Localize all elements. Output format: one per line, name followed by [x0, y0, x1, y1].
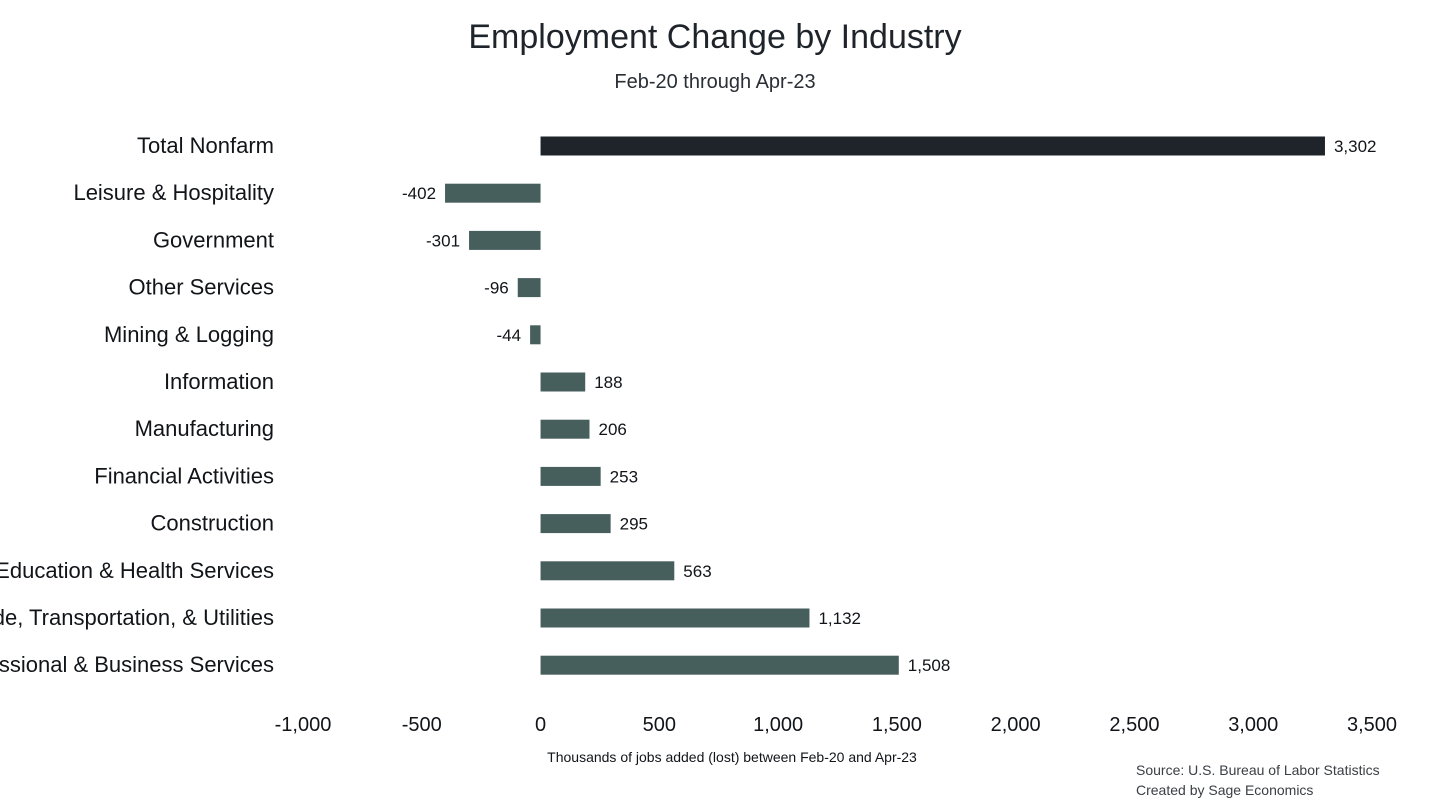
bar-other-services	[517, 278, 541, 298]
category-label-leisure-and-hospitality: Leisure & Hospitality	[73, 180, 274, 205]
x-axis-title: Thousands of jobs added (lost) between F…	[547, 749, 917, 765]
value-label-education-and-health-services: 563	[683, 562, 711, 581]
x-tick-label: 2,000	[991, 714, 1041, 736]
category-label-mining-and-logging: Mining & Logging	[104, 322, 274, 347]
bar-education-and-health-services	[540, 561, 675, 581]
x-tick-label: 1,000	[753, 714, 803, 736]
category-label-total-nonfarm: Total Nonfarm	[137, 133, 274, 158]
category-label-professional-and-business-services: Professional & Business Services	[0, 652, 274, 677]
value-label-government: -301	[426, 231, 460, 250]
category-label-information: Information	[164, 369, 274, 394]
source-credit: Source: U.S. Bureau of Labor Statistics	[1136, 762, 1380, 778]
bar-trade-transportation-and-utilities	[540, 608, 810, 628]
bar-total-nonfarm	[540, 136, 1325, 156]
category-label-manufacturing: Manufacturing	[135, 416, 274, 441]
value-label-manufacturing: 206	[598, 420, 626, 439]
x-tick-label: 500	[643, 714, 676, 736]
bars	[445, 136, 1325, 675]
value-label-other-services: -96	[484, 279, 509, 298]
bar-construction	[540, 514, 611, 534]
x-tick-label: 3,500	[1347, 714, 1397, 736]
value-label-total-nonfarm: 3,302	[1334, 137, 1377, 156]
creator-credit: Created by Sage Economics	[1136, 782, 1313, 798]
category-label-education-and-health-services: Education & Health Services	[0, 558, 274, 583]
value-label-financial-activities: 253	[610, 467, 638, 486]
value-label-construction: 295	[620, 515, 648, 534]
bar-manufacturing	[540, 419, 590, 439]
chart-subtitle: Feb-20 through Apr-23	[614, 71, 815, 93]
x-axis-ticks: -1,000 -500 0 500 1,000 1,500 2,000 2,500 3,000 3…	[275, 714, 1397, 736]
bar-mining-and-logging	[530, 325, 541, 345]
value-label-leisure-and-hospitality: -402	[402, 184, 436, 203]
category-labels: Total Nonfarm Leisure & Hospitality Govern…	[0, 133, 274, 677]
bar-financial-activities	[540, 466, 601, 486]
bar-government	[469, 230, 541, 250]
bar-professional-and-business-services	[540, 655, 899, 675]
value-label-mining-and-logging: -44	[497, 326, 522, 345]
x-tick-label: -1,000	[275, 714, 332, 736]
category-label-financial-activities: Financial Activities	[94, 463, 274, 488]
value-labels: 3,302 -402 -301 -96 -44 188 206 253 295 563 1,132 1…	[402, 137, 1376, 675]
bar-leisure-and-hospitality	[445, 183, 541, 203]
value-label-trade-transportation-and-utilities: 1,132	[818, 609, 861, 628]
x-tick-label: 0	[535, 714, 546, 736]
category-label-trade-transportation-and-utilities: Trade, Transportation, & Utilities	[0, 605, 274, 630]
category-label-construction: Construction	[150, 511, 274, 536]
category-label-government: Government	[153, 227, 274, 252]
x-tick-label: 1,500	[872, 714, 922, 736]
category-label-other-services: Other Services	[129, 275, 275, 300]
bar-information	[540, 372, 586, 392]
x-tick-label: -500	[402, 714, 442, 736]
value-label-information: 188	[594, 373, 622, 392]
x-tick-label: 2,500	[1109, 714, 1159, 736]
value-label-professional-and-business-services: 1,508	[908, 656, 951, 675]
x-tick-label: 3,000	[1228, 714, 1278, 736]
chart-title: Employment Change by Industry	[468, 18, 961, 56]
